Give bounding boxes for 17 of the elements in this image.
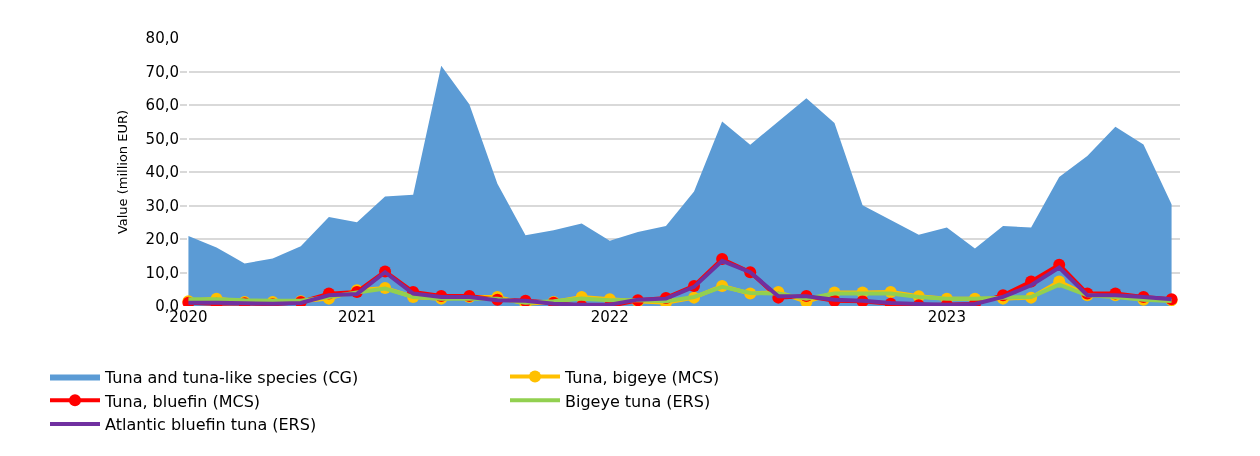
y-tick-label: 30,0 bbox=[145, 196, 179, 215]
y-tick-label: 50,0 bbox=[145, 129, 179, 148]
legend-label: Bigeye tuna (ERS) bbox=[565, 391, 711, 411]
y-tick-label: 60,0 bbox=[145, 96, 179, 115]
legend-label: Tuna and tuna-like species (CG) bbox=[104, 367, 359, 387]
x-tick-label: 2021 bbox=[337, 308, 377, 326]
legend-label: Tuna, bluefin (MCS) bbox=[104, 391, 261, 411]
legend-label: Atlantic bluefin tuna (ERS) bbox=[105, 415, 317, 435]
legend-label: Tuna, bigeye (MCS) bbox=[564, 367, 720, 387]
x-tick-label: 2022 bbox=[590, 308, 629, 326]
y-tick-label: 20,0 bbox=[145, 230, 179, 249]
y-tick-label: 40,0 bbox=[145, 163, 179, 182]
y-axis-title: Value (million EUR) bbox=[114, 109, 130, 235]
y-tick-label: 80,0 bbox=[145, 29, 179, 48]
x-tick-label: 2023 bbox=[927, 308, 966, 326]
y-tick-label: 10,0 bbox=[145, 263, 179, 282]
y-tick-label: 70,0 bbox=[145, 62, 179, 81]
